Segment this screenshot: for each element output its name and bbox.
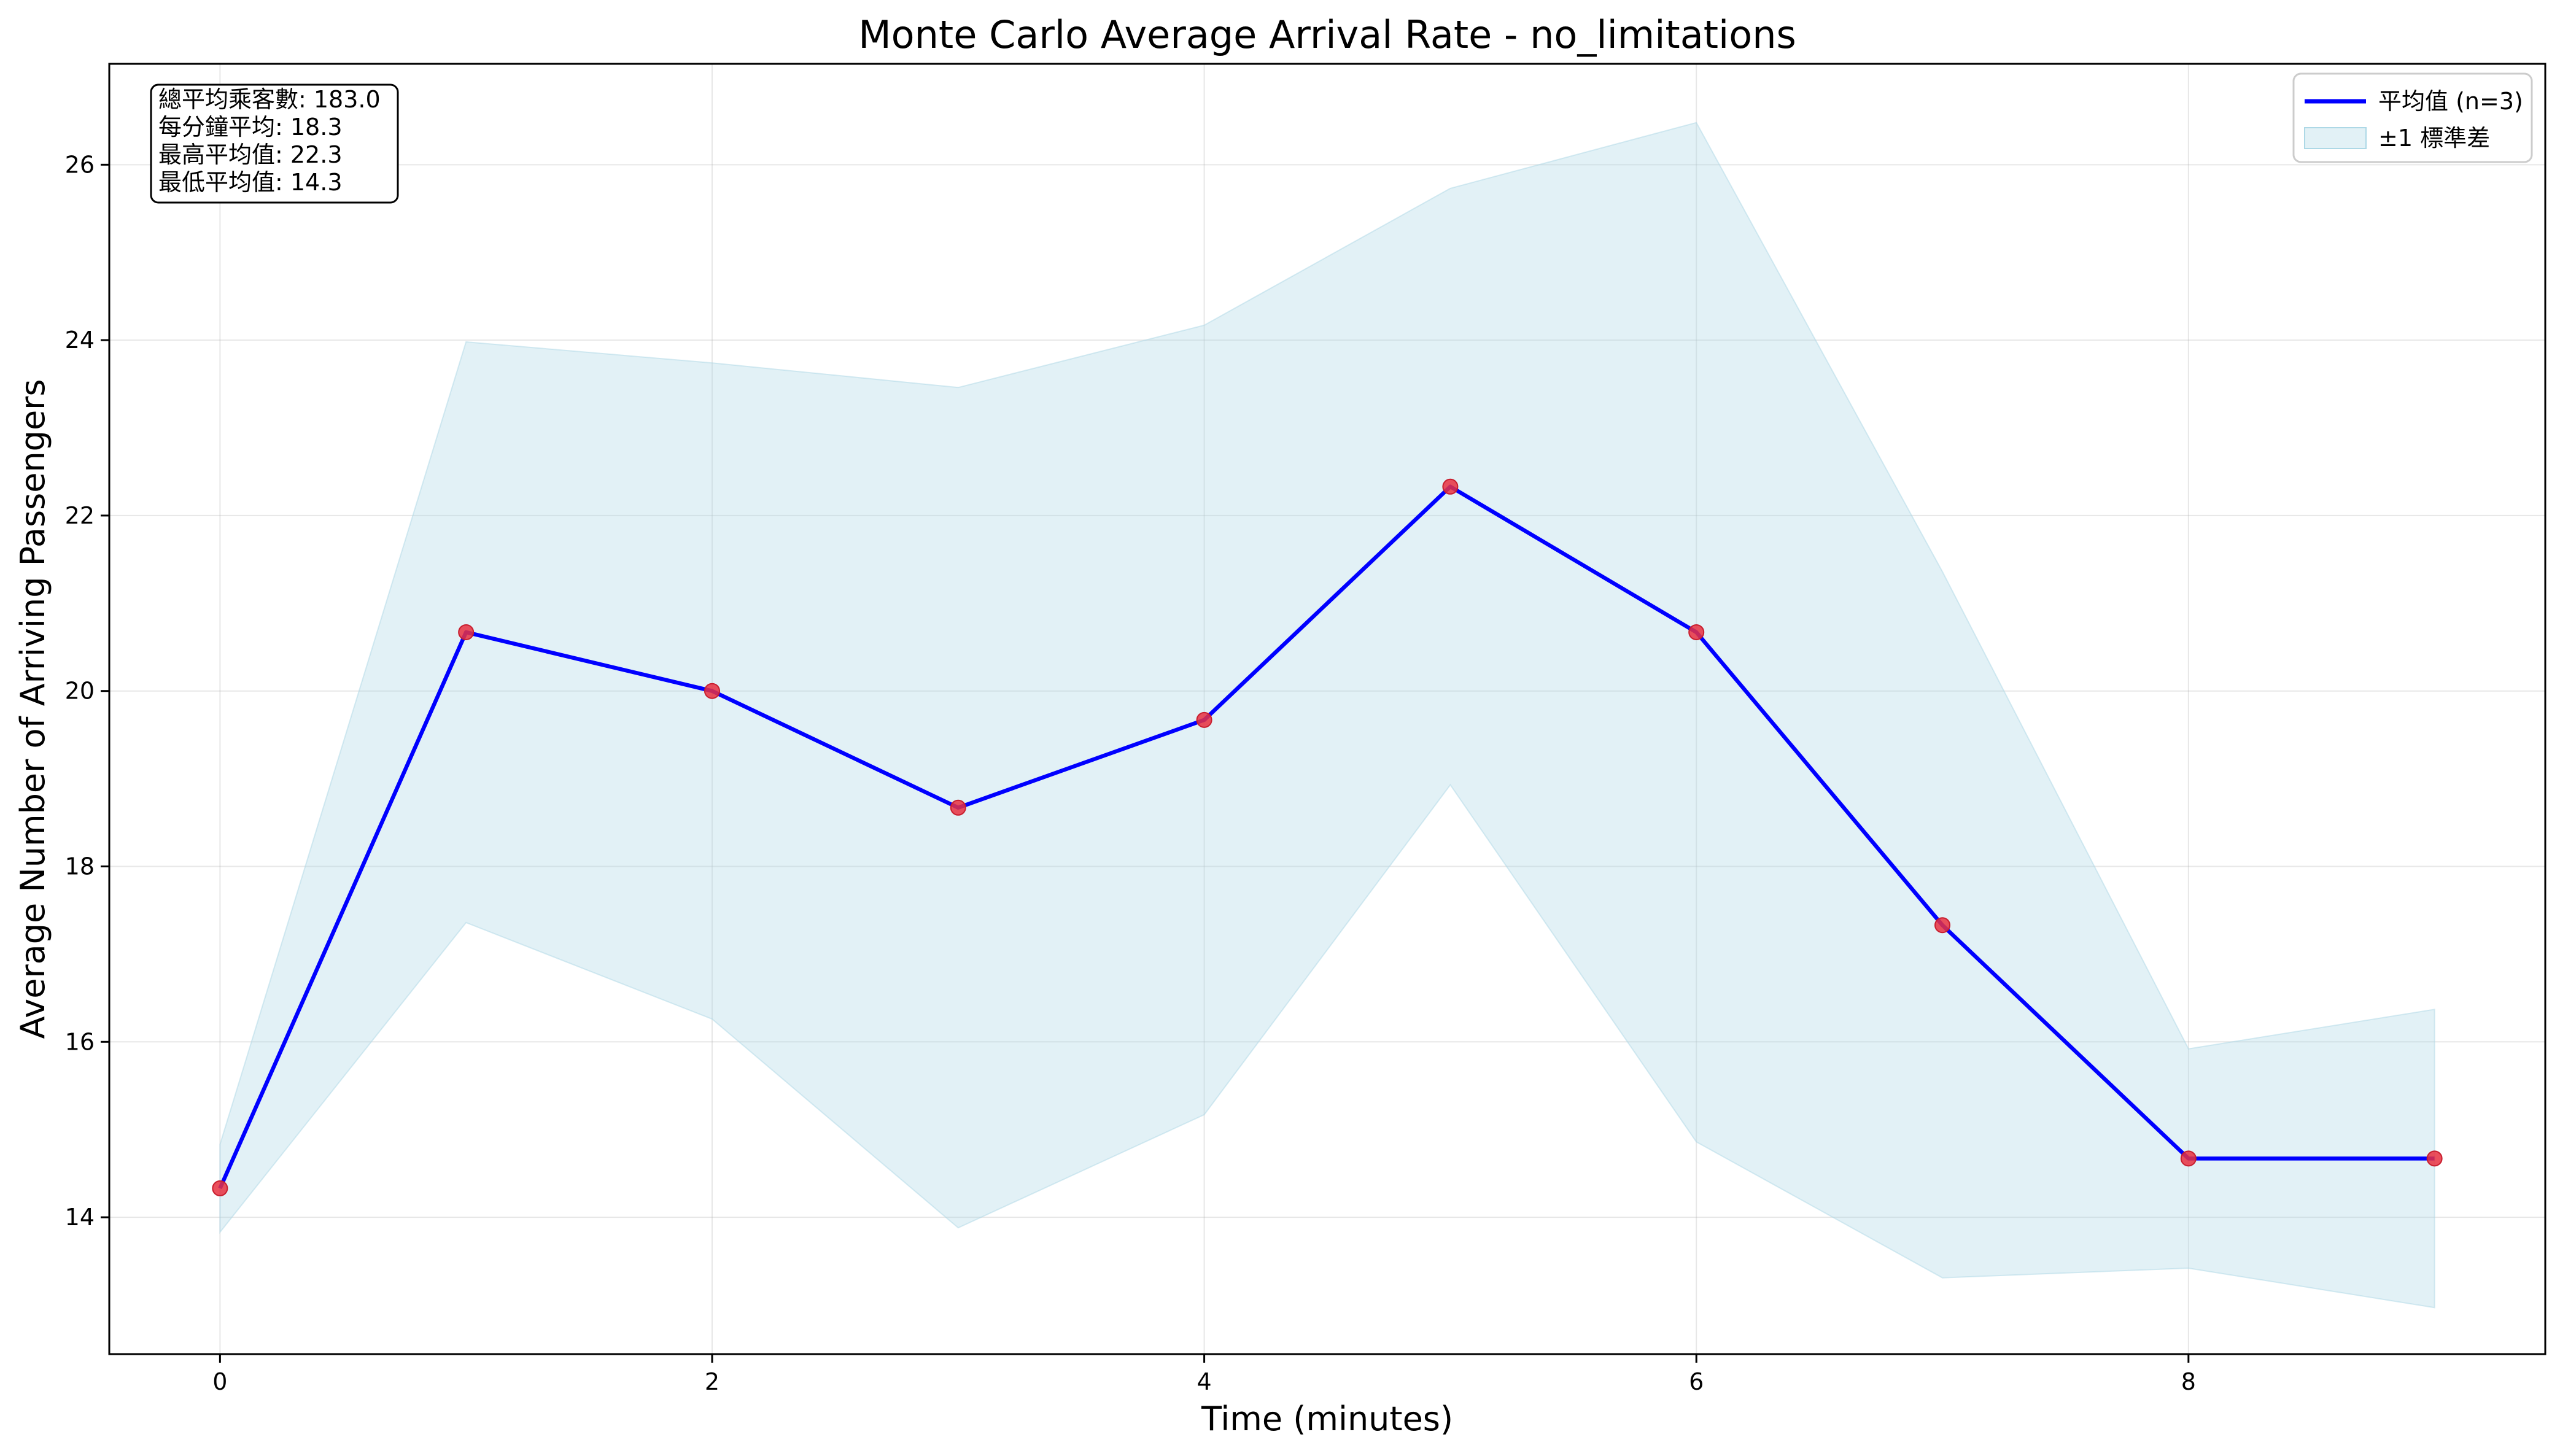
mean-series xyxy=(218,484,2435,1190)
y-tick-label: 14 xyxy=(65,1204,95,1231)
info-line-max: 最高平均值: 22.3 xyxy=(158,141,343,168)
y-tick-label: 18 xyxy=(65,853,95,880)
plot-frame xyxy=(108,63,2546,1355)
x-tick-label: 2 xyxy=(705,1368,720,1395)
info-box: 總平均乘客數: 183.0 每分鐘平均: 18.3 最高平均值: 22.3 最低… xyxy=(150,83,399,204)
y-tick-label: 22 xyxy=(65,502,95,529)
x-axis-label: Time (minutes) xyxy=(1201,1400,1453,1438)
data-point xyxy=(458,624,475,640)
x-tick-label: 6 xyxy=(1689,1368,1704,1395)
y-tick-label: 20 xyxy=(65,678,95,705)
grid xyxy=(109,64,2545,1354)
data-point xyxy=(1934,917,1951,934)
data-point xyxy=(950,799,966,816)
info-line-per-minute: 每分鐘平均: 18.3 xyxy=(158,114,343,141)
x-tick-label: 4 xyxy=(1197,1368,1212,1395)
data-point xyxy=(2426,1150,2443,1167)
legend-band-label: ±1 標準差 xyxy=(2378,125,2490,152)
data-point xyxy=(1196,711,1212,728)
mean-line xyxy=(218,484,2435,1190)
std-band xyxy=(219,122,2435,1309)
y-axis-ticks: 14 16 18 20 22 24 26 xyxy=(65,151,109,1231)
y-axis-label: Average Number of Arriving Passengers xyxy=(14,379,52,1039)
data-point xyxy=(704,683,720,699)
data-point xyxy=(2180,1150,2197,1167)
data-point xyxy=(1442,478,1459,495)
info-box-frame xyxy=(150,83,399,204)
legend-band-swatch xyxy=(2304,127,2367,149)
y-tick-label: 26 xyxy=(65,151,95,178)
y-tick-label: 24 xyxy=(65,327,95,354)
data-markers xyxy=(212,478,2443,1196)
std-band-area xyxy=(219,122,2435,1309)
legend-frame xyxy=(2292,72,2533,163)
x-tick-label: 0 xyxy=(212,1368,227,1395)
legend-mean-label: 平均值 (n=3) xyxy=(2378,88,2523,115)
data-point xyxy=(212,1180,228,1196)
info-line-total: 總平均乘客數: 183.0 xyxy=(158,86,381,113)
chart-title: Monte Carlo Average Arrival Rate - no_li… xyxy=(858,12,1796,57)
info-line-min: 最低平均值: 14.3 xyxy=(158,169,343,196)
x-axis-ticks: 0 2 4 6 8 xyxy=(212,1354,2196,1395)
x-tick-label: 8 xyxy=(2181,1368,2196,1395)
legend: 平均值 (n=3) ±1 標準差 xyxy=(2292,72,2533,163)
data-point xyxy=(1688,624,1705,640)
y-tick-label: 16 xyxy=(65,1028,95,1055)
